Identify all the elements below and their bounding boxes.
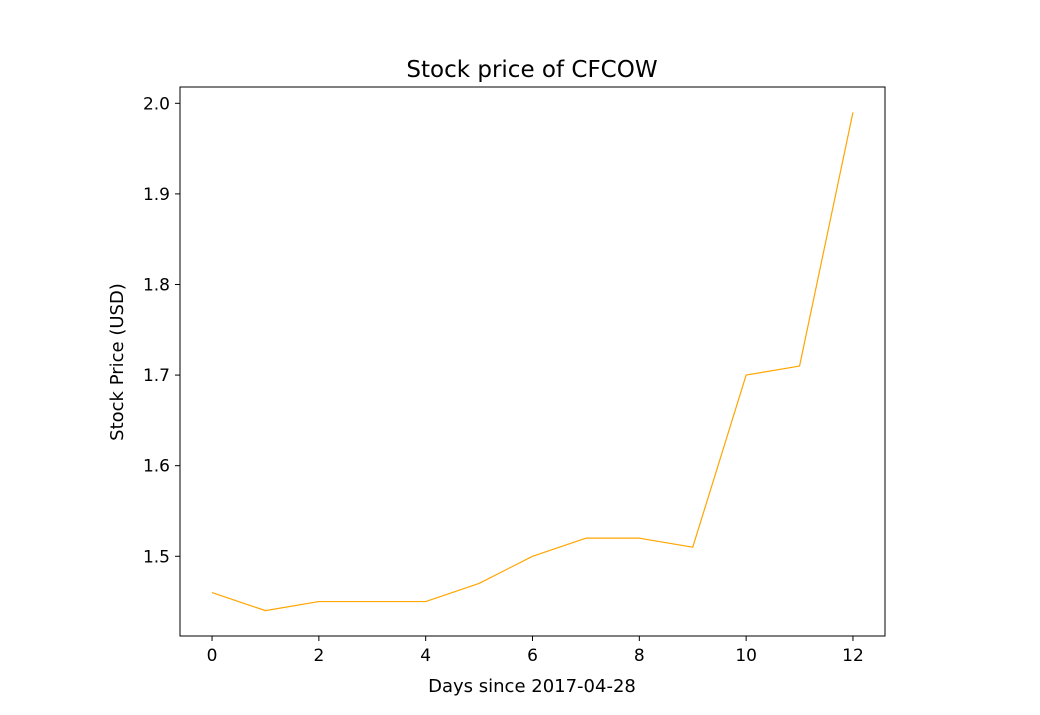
y-tick-label: 1.7 — [143, 366, 170, 386]
y-tick-label: 1.5 — [143, 547, 170, 567]
x-tick-label: 12 — [842, 646, 864, 666]
x-tick-label: 10 — [735, 646, 757, 666]
y-tick-label: 2.0 — [143, 94, 170, 114]
chart-title: Stock price of CFCOW — [406, 57, 657, 83]
y-tick-label: 1.6 — [143, 457, 170, 477]
x-tick-label: 2 — [313, 646, 324, 666]
plot-area — [211, 112, 854, 612]
x-tick-label: 6 — [527, 646, 538, 666]
y-axis-label: Stock Price (USD) — [107, 283, 128, 441]
y-tick-label: 1.9 — [143, 185, 170, 205]
series-line-0 — [211, 112, 854, 612]
x-tick-label: 0 — [207, 646, 218, 666]
plot-frame — [179, 86, 886, 637]
x-tick-label: 8 — [634, 646, 645, 666]
x-axis-label: Days since 2017-04-28 — [428, 676, 636, 697]
y-tick-label: 1.8 — [143, 275, 170, 295]
x-tick-label: 4 — [420, 646, 431, 666]
